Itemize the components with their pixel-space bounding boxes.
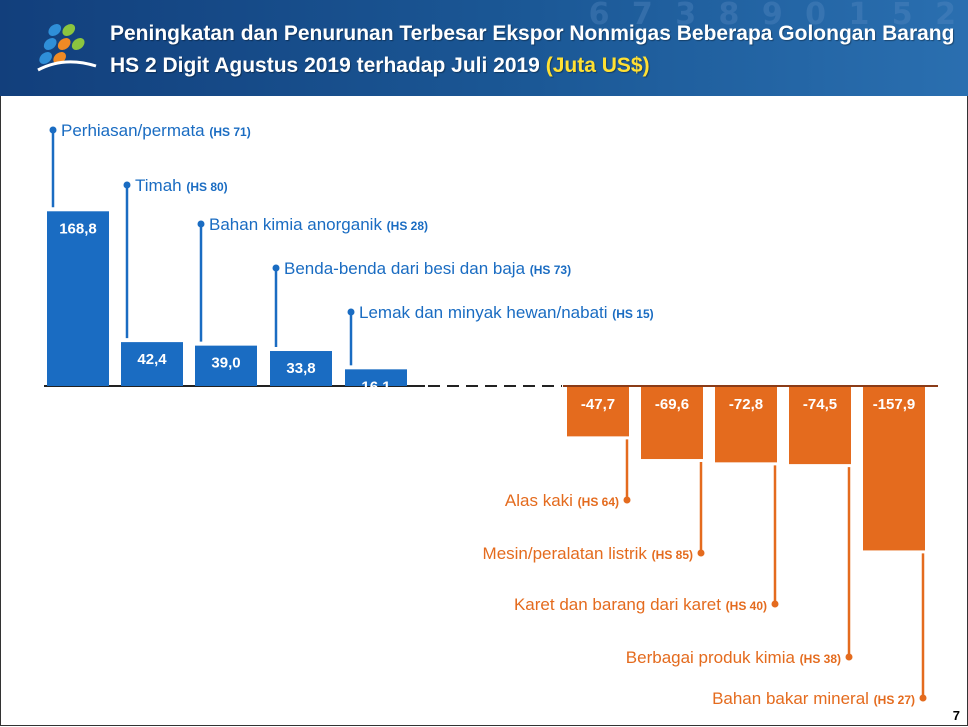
category-label-4: Benda-benda dari besi dan baja (HS 73) (284, 259, 571, 278)
title-line-1: Peningkatan dan Penurunan Terbesar Ekspo… (110, 22, 955, 45)
category-label-6: Alas kaki (HS 64) (505, 491, 619, 510)
category-label-2: Timah (HS 80) (135, 176, 228, 195)
page-title: Peningkatan dan Penurunan Terbesar Ekspo… (110, 18, 960, 82)
page-number: 7 (952, 708, 960, 723)
leader-dot-3 (197, 220, 205, 228)
bar-value-label-5: 16,1 (361, 378, 390, 395)
bar-value-label-8: -72,8 (729, 396, 763, 413)
bar-8 (715, 387, 777, 463)
category-label-8: Karet dan barang dari karet (HS 40) (514, 595, 767, 614)
bar-7 (641, 387, 703, 460)
title-line-2: HS 2 Digit Agustus 2019 terhadap Juli 20… (110, 54, 540, 77)
leader-dot-6 (623, 496, 631, 504)
leader-dot-4 (272, 264, 280, 272)
bar-value-label-2: 42,4 (137, 351, 167, 368)
header-decoration: 6 7 3 8 9 0 1 5 2 (588, 0, 962, 32)
bar-4 (270, 351, 332, 386)
bar-6 (567, 387, 629, 437)
bar-5 (345, 369, 407, 386)
category-label-3: Bahan kimia anorganik (HS 28) (209, 215, 428, 234)
bar-9 (789, 387, 851, 465)
bar-value-label-9: -74,5 (803, 396, 837, 413)
slide-header: 6 7 3 8 9 0 1 5 2 Peningkatan dan Penuru… (0, 0, 968, 96)
leader-dot-8 (771, 600, 779, 608)
bar-value-label-3: 39,0 (211, 355, 240, 372)
bar-value-label-1: 168,8 (59, 220, 97, 237)
category-label-9: Berbagai produk kimia (HS 38) (626, 648, 841, 667)
category-label-5: Lemak dan minyak hewan/nabati (HS 15) (359, 303, 654, 322)
bar-2 (121, 342, 183, 386)
leader-dot-1 (49, 126, 57, 134)
leader-dot-7 (697, 549, 705, 557)
bar-value-label-4: 33,8 (286, 360, 315, 377)
leader-dot-9 (845, 653, 853, 661)
bps-logo-icon (37, 24, 97, 72)
bar-value-label-7: -69,6 (655, 396, 689, 413)
title-unit: (Juta US$) (545, 54, 650, 77)
bar-10 (863, 387, 925, 551)
bar-1 (47, 211, 109, 386)
bar-value-label-6: -47,7 (581, 396, 615, 413)
leader-dot-5 (347, 308, 355, 316)
leader-dot-2 (123, 181, 131, 189)
category-label-10: Bahan bakar mineral (HS 27) (712, 689, 915, 708)
category-label-7: Mesin/peralatan listrik (HS 85) (483, 544, 693, 563)
category-label-1: Perhiasan/permata (HS 71) (61, 121, 251, 140)
bar-value-label-10: -157,9 (873, 396, 916, 413)
leader-dot-10 (919, 694, 927, 702)
bar-3 (195, 345, 257, 386)
